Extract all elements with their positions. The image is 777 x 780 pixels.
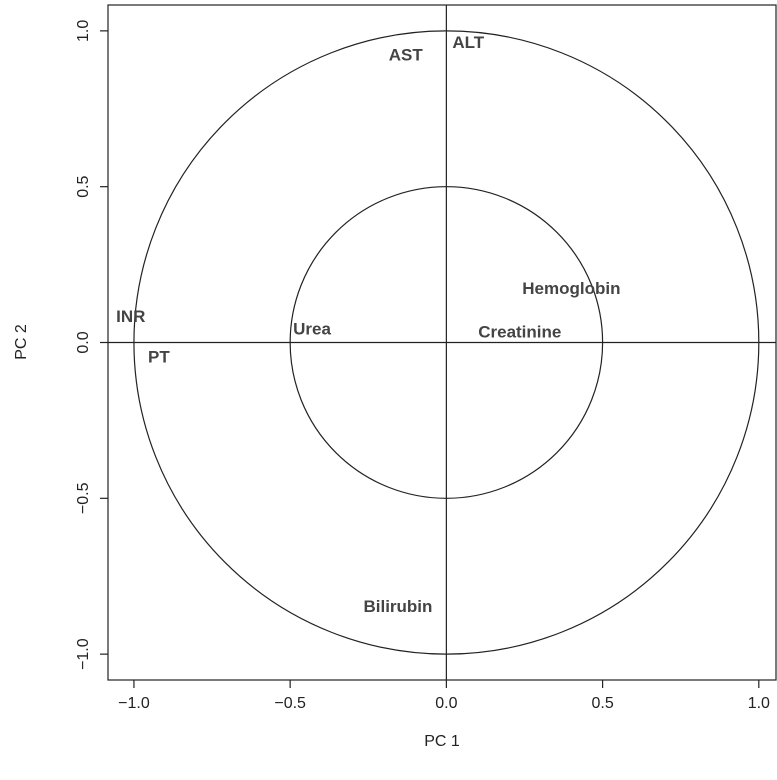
y-tick-label: 0.0 (75, 331, 92, 353)
x-axis-label: PC 1 (424, 733, 460, 750)
variable-label: Urea (293, 320, 331, 339)
variable-label: PT (148, 348, 170, 367)
y-tick-label: 0.5 (75, 175, 92, 197)
y-tick-label: −0.5 (75, 482, 92, 514)
correlation-circle (289, 186, 604, 499)
variable-label: INR (116, 307, 145, 326)
x-tick-label: −1.0 (118, 695, 150, 712)
x-tick-label: 0.5 (591, 695, 613, 712)
x-tick-label: 0.0 (435, 695, 457, 712)
x-tick-label: −0.5 (274, 695, 306, 712)
y-axis-label: PC 2 (13, 324, 30, 360)
variable-label: Hemoglobin (522, 279, 620, 298)
x-tick-label: 1.0 (748, 695, 770, 712)
y-tick-label: −1.0 (75, 638, 92, 670)
correlation-circle (133, 30, 760, 655)
variable-label: Bilirubin (363, 597, 432, 616)
variable-label: Creatinine (478, 323, 561, 342)
y-tick-label: 1.0 (75, 20, 92, 42)
variable-label: AST (389, 45, 424, 64)
variable-label: ALT (452, 33, 484, 52)
